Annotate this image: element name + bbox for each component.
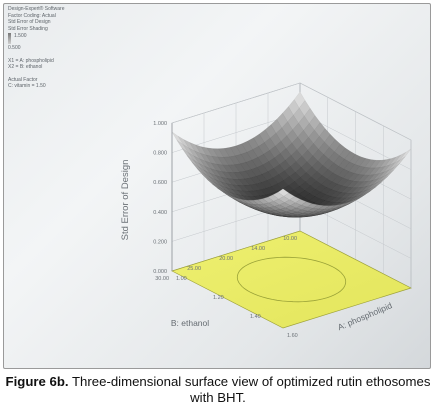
axis-ticks: 1.000 0.800 0.600 0.400 0.200 0.000 1.00 1.20 1.… [153,121,297,339]
z-tick-label: 0.800 [153,151,167,157]
side-panel: Design-Expert® Software Factor Coding: A… [8,6,78,90]
x-tick-label: 1.20 [213,295,224,301]
y-tick-label: 30.00 [155,276,169,282]
shading-scale: 1.500 [8,33,78,44]
caption-text: Three-dimensional surface view of optimi… [72,374,431,405]
surface-plot: 1.000 0.800 0.600 0.400 0.200 0.000 1.00 1.20 1.… [120,82,412,339]
surface-facet [277,188,290,197]
x-tick-label: 1.00 [176,276,187,282]
z-gridline [171,82,412,141]
actual-factor-label: Actual Factor [8,76,38,83]
y-axis-label: B: ethanol [171,318,209,328]
contour-line [236,256,347,303]
x-tick-label: 1.60 [287,333,298,339]
chart-frame: Design-Expert® Software Factor Coding: A… [3,3,431,369]
z-tick-label: 0.000 [153,269,167,275]
x-tick-label: 1.40 [250,314,261,320]
app-name: Design-Expert® Software [8,6,65,12]
factor-coding: Factor Coding: Actual [8,12,56,19]
contour-floor [171,230,412,329]
y-tick-label: 10.00 [283,236,297,242]
z-tick-label: 1.000 [153,121,167,127]
z-tick-label: 0.600 [153,180,167,186]
x2-label: X2 = B: ethanol [8,64,43,70]
caption-label: Figure 6b. [5,374,69,389]
z-axis-label: Std Error of Design [120,160,131,241]
response-surface [171,91,412,218]
x1-label: X1 = A: phospholipid [8,57,54,64]
z-tick-label: 0.400 [153,210,167,216]
y-tick-label: 25.00 [187,266,201,272]
z-tick-label: 0.200 [153,239,167,245]
floor-plane [171,230,412,329]
scale-min: 0.500 [8,45,21,51]
shading-gradient [8,33,11,44]
response-label: Std Error of Design [8,19,51,25]
shading-label: Std Error Shading [8,25,48,32]
y-tick-label: 20.00 [219,256,233,262]
actual-factor-value: C: vitamin = 1.50 [8,83,46,89]
scale-max: 1.500 [14,33,27,39]
y-tick-label: 14.00 [251,246,265,252]
figure-caption: Figure 6b. Three-dimensional surface vie… [0,374,436,406]
